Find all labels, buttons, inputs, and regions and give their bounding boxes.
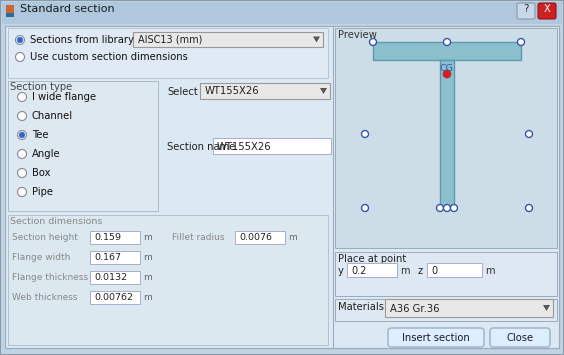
Text: m: m	[143, 233, 152, 242]
Bar	[427, 263, 482, 277]
Text: 0.00762: 0.00762	[94, 294, 133, 302]
Bar	[90, 251, 140, 264]
Circle shape	[17, 149, 27, 158]
FancyBboxPatch shape	[490, 328, 550, 347]
Circle shape	[17, 93, 27, 102]
Bar	[373, 42, 521, 60]
Text: y: y	[338, 266, 344, 276]
Text: Flange width: Flange width	[12, 253, 70, 262]
Circle shape	[17, 187, 27, 197]
Circle shape	[443, 38, 451, 45]
Circle shape	[443, 70, 451, 78]
Text: Angle: Angle	[32, 149, 60, 159]
Circle shape	[451, 204, 457, 212]
Text: Section dimensions: Section dimensions	[10, 217, 103, 226]
Bar	[385, 299, 553, 317]
Text: 0.0076: 0.0076	[239, 234, 272, 242]
Text: 0.167: 0.167	[94, 253, 121, 262]
Bar	[6, 13, 14, 17]
Circle shape	[15, 36, 24, 44]
Circle shape	[369, 38, 377, 45]
Polygon shape	[313, 37, 320, 43]
Bar	[335, 28, 557, 248]
Text: WT155X26: WT155X26	[205, 87, 259, 97]
Bar	[6, 5, 14, 13]
Bar	[335, 252, 557, 296]
Circle shape	[362, 204, 368, 212]
Text: Standard section: Standard section	[20, 4, 114, 14]
Text: m: m	[485, 266, 495, 276]
Text: ?: ?	[523, 4, 529, 14]
Circle shape	[17, 131, 27, 140]
Text: Sections from library: Sections from library	[30, 35, 134, 45]
Text: Insert section: Insert section	[402, 333, 470, 343]
Text: Web thickness: Web thickness	[12, 293, 77, 302]
Text: 0.0132: 0.0132	[94, 273, 127, 283]
Text: Section height: Section height	[12, 233, 78, 242]
Text: z: z	[418, 266, 423, 276]
Text: 0.159: 0.159	[94, 234, 121, 242]
Bar	[90, 271, 140, 284]
Text: Tee: Tee	[32, 130, 49, 140]
Text: Place at point: Place at point	[338, 254, 406, 264]
Polygon shape	[543, 305, 550, 311]
Circle shape	[17, 111, 27, 120]
Bar	[213, 138, 331, 154]
Text: m: m	[143, 253, 152, 262]
Circle shape	[526, 131, 532, 137]
Circle shape	[19, 132, 25, 138]
Text: Preview: Preview	[338, 30, 377, 40]
Text: m: m	[143, 293, 152, 302]
FancyBboxPatch shape	[517, 3, 535, 19]
Bar	[333, 26, 559, 348]
Text: Channel: Channel	[32, 111, 73, 121]
Text: 0: 0	[431, 266, 437, 275]
Text: Section name: Section name	[167, 142, 235, 152]
Bar	[8, 28, 328, 78]
Bar	[90, 231, 140, 244]
Bar	[200, 83, 330, 99]
Bar	[347, 263, 397, 277]
Text: m: m	[400, 266, 409, 276]
Text: Close: Close	[506, 333, 534, 343]
Text: Use custom section dimensions: Use custom section dimensions	[30, 52, 188, 62]
Text: AISC13 (mm): AISC13 (mm)	[138, 35, 202, 45]
FancyBboxPatch shape	[388, 328, 484, 347]
Bar	[8, 81, 158, 211]
Bar	[235, 231, 285, 244]
Text: CG: CG	[439, 64, 453, 73]
FancyBboxPatch shape	[538, 3, 556, 19]
Circle shape	[526, 204, 532, 212]
Circle shape	[362, 131, 368, 137]
Circle shape	[17, 37, 23, 43]
Text: Flange thickness: Flange thickness	[12, 273, 88, 282]
Circle shape	[17, 169, 27, 178]
Circle shape	[518, 38, 525, 45]
Text: Section type: Section type	[10, 82, 72, 92]
Text: Pipe: Pipe	[32, 187, 53, 197]
Text: m: m	[143, 273, 152, 282]
Bar	[2, 2, 562, 24]
Text: Fillet radius: Fillet radius	[172, 233, 224, 242]
Text: m: m	[288, 233, 297, 242]
Text: A36 Gr.36: A36 Gr.36	[390, 304, 439, 313]
Text: 0.2: 0.2	[351, 266, 367, 275]
Circle shape	[15, 53, 24, 61]
Circle shape	[437, 204, 443, 212]
Text: X: X	[544, 4, 550, 14]
Text: Materials: Materials	[338, 302, 384, 312]
Bar	[335, 299, 557, 321]
Text: Box: Box	[32, 168, 51, 178]
Bar	[440, 60, 454, 208]
Polygon shape	[320, 88, 327, 94]
Bar	[8, 215, 328, 345]
Text: I wide flange: I wide flange	[32, 92, 96, 102]
Text: Select: Select	[167, 87, 198, 97]
Circle shape	[443, 204, 451, 212]
Bar	[133, 32, 323, 47]
Text: WT155X26: WT155X26	[217, 142, 272, 152]
Bar	[90, 291, 140, 304]
